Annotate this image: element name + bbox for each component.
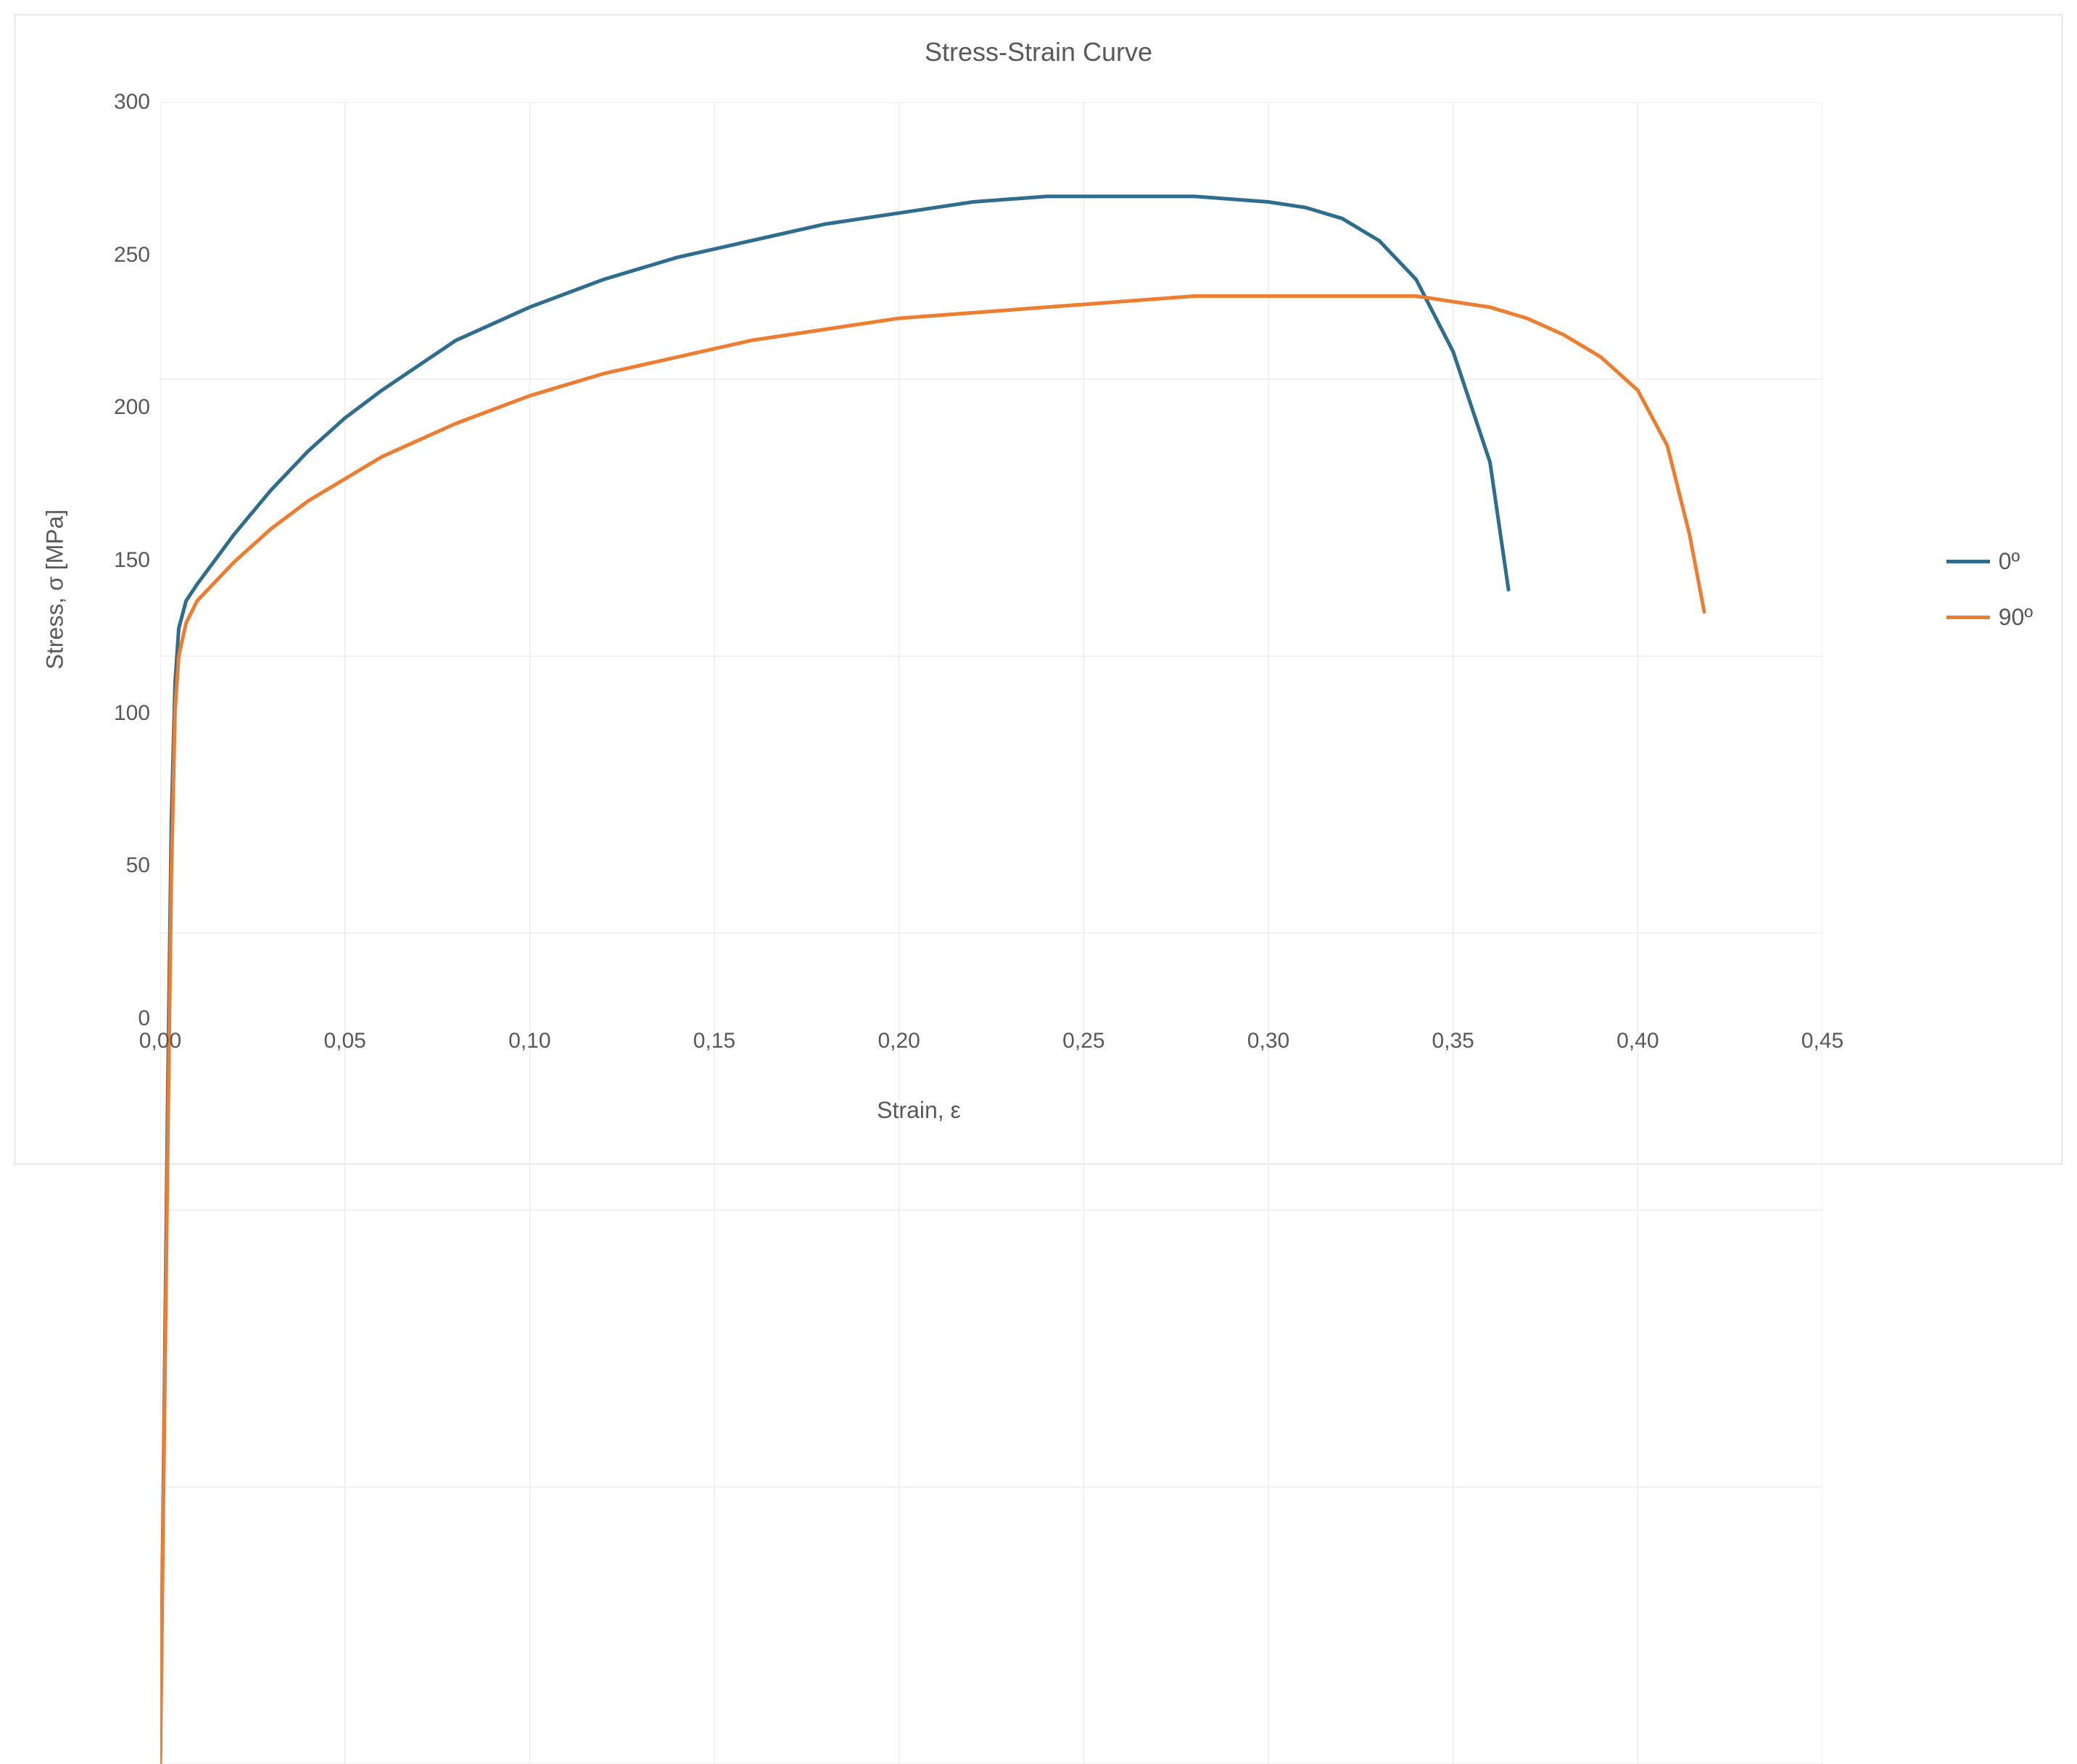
x-tick-label: 0,05 bbox=[323, 1029, 366, 1053]
y-tick-label: 100 bbox=[114, 701, 150, 726]
legend-item-1: 90º bbox=[1946, 604, 2033, 631]
y-tick-label: 150 bbox=[114, 548, 150, 573]
series-line-0 bbox=[160, 196, 1508, 1764]
x-tick-label: 0,30 bbox=[1247, 1029, 1289, 1053]
plot-svg bbox=[160, 102, 1822, 1764]
y-axis-label: Stress, σ [MPa] bbox=[42, 510, 69, 670]
legend-swatch bbox=[1946, 560, 1990, 563]
legend-label: 0º bbox=[1999, 548, 2020, 575]
y-tick-label: 200 bbox=[114, 395, 150, 420]
x-tick-label: 0,25 bbox=[1062, 1029, 1104, 1053]
y-tick-label: 50 bbox=[126, 853, 150, 878]
chart-container: Stress-Strain Curve Stress, σ [MPa] 0501… bbox=[0, 0, 2077, 1179]
x-tick-label: 0,35 bbox=[1432, 1029, 1474, 1053]
y-tick-label: 250 bbox=[114, 243, 150, 268]
legend-label: 90º bbox=[1999, 604, 2033, 631]
y-tick-label: 300 bbox=[114, 90, 150, 115]
x-tick-label: 0,15 bbox=[693, 1029, 735, 1053]
x-axis-label: Strain, ε bbox=[15, 1097, 1822, 1124]
chart-title: Stress-Strain Curve bbox=[15, 37, 2062, 67]
chart-border: Stress-Strain Curve Stress, σ [MPa] 0501… bbox=[15, 15, 2062, 1164]
x-tick-label: 0,40 bbox=[1616, 1029, 1659, 1053]
y-tick-label: 0 bbox=[138, 1006, 150, 1031]
x-tick-label: 0,20 bbox=[878, 1029, 920, 1053]
x-tick-label: 0,10 bbox=[508, 1029, 550, 1053]
legend: 0º 90º bbox=[1946, 548, 2033, 631]
legend-swatch bbox=[1946, 616, 1990, 619]
plot-area: 0501001502002503000,000,050,100,150,200,… bbox=[160, 102, 1822, 1019]
x-tick-label: 0,00 bbox=[139, 1029, 181, 1053]
x-tick-label: 0,45 bbox=[1801, 1029, 1843, 1053]
legend-item-0: 0º bbox=[1946, 548, 2033, 575]
